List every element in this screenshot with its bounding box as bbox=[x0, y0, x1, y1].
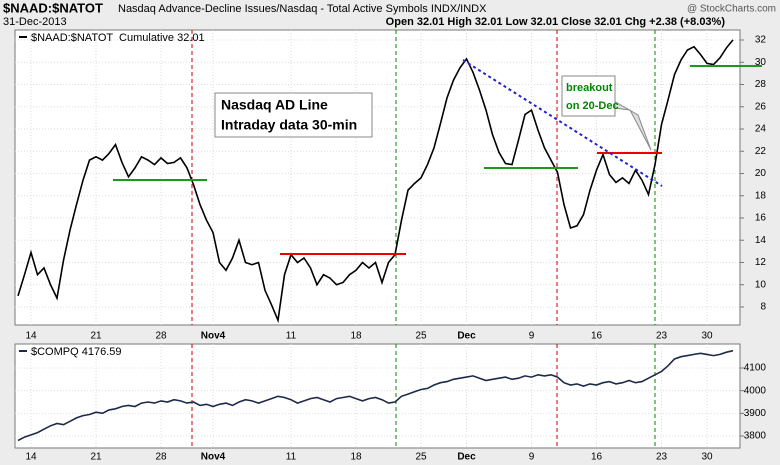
y-tick-label: 14 bbox=[755, 235, 767, 246]
y-tick-label: 4000 bbox=[744, 385, 767, 396]
x-tick-label: 18 bbox=[350, 331, 362, 342]
x-tick-label: 16 bbox=[591, 452, 603, 463]
description: Nasdaq Advance-Decline Issues/Nasdaq - T… bbox=[118, 3, 487, 15]
x-tick-label: Nov4 bbox=[201, 331, 226, 342]
main-panel bbox=[14, 29, 741, 326]
y-tick-label: 20 bbox=[755, 168, 767, 179]
source: @ StockCharts.com bbox=[687, 4, 776, 15]
y-tick-label: 8 bbox=[760, 302, 766, 313]
x-tick-label: 30 bbox=[701, 331, 713, 342]
note-box bbox=[214, 92, 373, 138]
x-tick-label: 25 bbox=[415, 452, 427, 463]
y-tick-label: 32 bbox=[755, 35, 767, 46]
x-tick-label: 25 bbox=[415, 331, 427, 342]
y-tick-label: 16 bbox=[755, 213, 767, 224]
x-tick-label: 23 bbox=[656, 452, 668, 463]
y-tick-label: 22 bbox=[755, 146, 767, 157]
callout: breakout bbox=[566, 82, 613, 94]
x-tick-label: Dec bbox=[457, 452, 476, 463]
y-tick-label: 28 bbox=[755, 79, 767, 90]
x-tick-label: 14 bbox=[25, 452, 37, 463]
callout: on 20-Dec bbox=[566, 100, 619, 112]
data-line bbox=[17, 349, 734, 442]
y-tick-label: 3900 bbox=[744, 408, 767, 419]
y-tick-label: 3800 bbox=[744, 431, 767, 442]
x-tick-label: 21 bbox=[90, 331, 102, 342]
x-tick-label: 14 bbox=[25, 331, 37, 342]
x-tick-label: 30 bbox=[701, 452, 713, 463]
symbol: $NAAD:$NATOT bbox=[3, 0, 103, 15]
x-tick-label: 28 bbox=[155, 452, 167, 463]
x-tick-label: 18 bbox=[350, 452, 362, 463]
data-line bbox=[17, 39, 734, 324]
x-tick-label: 16 bbox=[591, 331, 603, 342]
x-tick-label: 28 bbox=[155, 331, 167, 342]
x-tick-label: 23 bbox=[656, 331, 668, 342]
x-tick-label: 11 bbox=[286, 452, 297, 463]
x-tick-label: Dec bbox=[457, 331, 476, 342]
annotations bbox=[191, 30, 656, 448]
y-tick-label: 18 bbox=[755, 190, 767, 201]
note: Nasdaq AD Line bbox=[221, 97, 328, 113]
note: Intraday data 30-min bbox=[221, 117, 357, 133]
callout-pointer bbox=[611, 99, 652, 151]
x-tick-label: Nov4 bbox=[201, 452, 226, 463]
x-tick-label: 11 bbox=[286, 331, 297, 342]
callout-box bbox=[561, 75, 616, 117]
lower-panel bbox=[14, 343, 741, 449]
x-tick-label: 9 bbox=[529, 452, 535, 463]
date: 31-Dec-2013 bbox=[3, 16, 67, 28]
y-tick-label: 26 bbox=[755, 101, 767, 112]
drawn-levels bbox=[113, 59, 762, 255]
x-tick-label: 9 bbox=[529, 331, 535, 342]
x-tick-label: 21 bbox=[90, 452, 102, 463]
y-tick-label: 10 bbox=[755, 279, 767, 290]
quote: Open 32.01 High 32.01 Low 32.01 Close 32… bbox=[386, 16, 726, 28]
y-tick-label: 4100 bbox=[744, 363, 767, 374]
y-tick-label: 12 bbox=[755, 257, 767, 268]
y-tick-label: 24 bbox=[755, 124, 767, 135]
y-tick-label: 30 bbox=[755, 57, 767, 68]
legend-label: $NAAD:$NATOT Cumulative 32.01 bbox=[31, 32, 205, 44]
legend-label: $COMPQ 4176.59 bbox=[31, 346, 122, 358]
